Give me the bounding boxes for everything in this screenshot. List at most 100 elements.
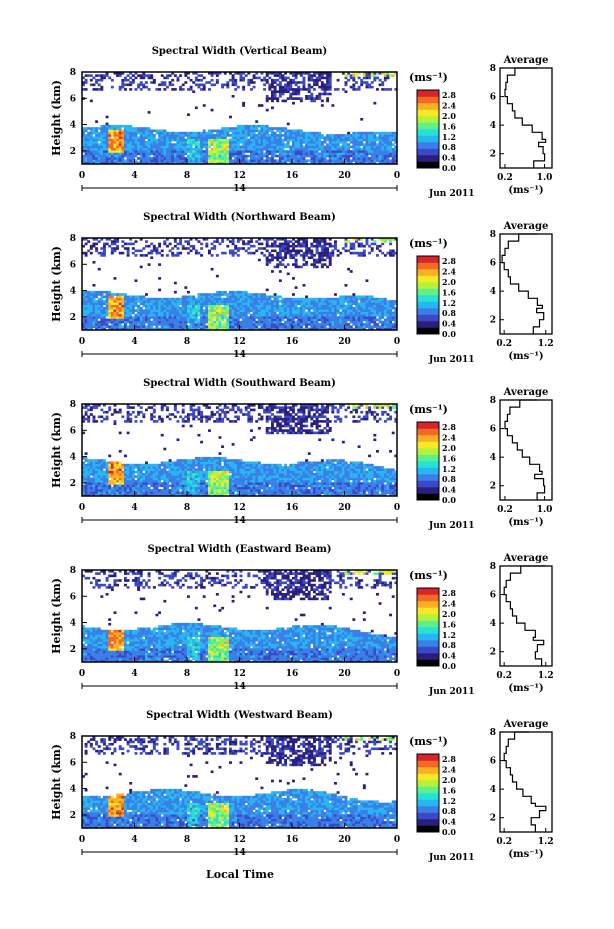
heatmap-cell [105,136,109,139]
heatmap-cell [210,129,214,133]
heatmap-cell [208,138,211,142]
colorbar-tick-label: 0.0 [442,163,456,173]
x-tick-label: 8 [184,171,190,181]
heatmap-cell [116,461,120,465]
heatmap-cell [368,302,372,305]
heatmap-cell [365,147,369,151]
heatmap-cell [184,286,188,289]
heatmap-cell [116,316,120,319]
heatmap-cell [202,316,206,319]
heatmap-cell [357,295,361,299]
heatmap-cell [286,249,290,253]
heatmap-cell [231,290,235,294]
heatmap-cell [362,251,366,255]
heatmap-cell [113,484,117,488]
heatmap-cell [82,468,85,471]
heatmap-cell [87,161,91,165]
heatmap-cell [242,76,246,80]
heatmap-cell [383,136,387,139]
heatmap-cell [373,78,377,82]
heatmap-cell [218,157,222,160]
heatmap-cell [326,147,330,151]
heatmap-cell [152,244,156,248]
heatmap-cell [171,318,175,322]
heatmap-cell [116,247,120,250]
heatmap-cell [197,147,201,151]
heatmap-cell [255,327,259,331]
heatmap-cell [126,431,130,435]
heatmap-cell [276,320,280,324]
heatmap-cell [197,78,201,82]
heatmap-cell [250,159,253,162]
heatmap-cell [124,316,127,319]
heatmap-cell [292,293,295,296]
heatmap-cell [229,297,232,301]
heatmap-cell [318,258,322,262]
panel-2: Spectral Width (Southward Beam)2468Heigh… [50,378,553,531]
heatmap-cell [210,267,214,271]
heatmap-cell [315,97,319,100]
heatmap-cell [121,78,125,82]
heatmap-cell [255,72,259,75]
heatmap-cell [257,313,261,317]
heatmap-cell [124,325,127,328]
heatmap-cell [255,136,259,139]
heatmap-cell [299,304,303,308]
heatmap-cell [116,318,120,322]
heatmap-cell [250,313,253,317]
heatmap-cell [126,470,130,474]
heatmap-cell [273,300,277,303]
heatmap-cell [147,76,151,80]
heatmap-cell [142,157,146,160]
heatmap-cell [370,295,374,299]
heatmap-cell [95,81,99,84]
heatmap-cell [273,318,277,322]
heatmap-cell [171,297,175,301]
heatmap-cell [368,320,372,324]
heatmap-cell [273,95,277,98]
heatmap-cell [260,304,264,308]
heatmap-cell [299,131,303,135]
heatmap-cell [360,138,364,142]
heatmap-cell [250,244,253,248]
heatmap-cell [147,320,151,324]
heatmap-cell [284,152,288,156]
heatmap-cell [310,161,314,165]
heatmap-cell [145,131,148,135]
heatmap-cell [194,106,198,110]
heatmap-cell [82,309,85,312]
heatmap-cell [84,323,88,326]
heatmap-cell [200,318,204,322]
heatmap-cell [286,247,290,250]
heatmap-cell [344,141,348,144]
heatmap-cell [129,482,133,485]
heatmap-cell [265,297,269,301]
heatmap-cell [129,76,133,80]
heatmap-cell [118,473,122,476]
heatmap-cell [313,297,316,301]
heatmap-cell [215,316,219,319]
heatmap-cell [334,304,337,308]
heatmap-cell [124,475,127,478]
heatmap-cell [278,242,282,246]
heatmap-cell [173,327,177,331]
heatmap-cell [349,311,353,315]
heatmap-cell [365,316,369,319]
heatmap-cell [355,152,358,156]
heatmap-cell [145,325,148,328]
heatmap-cell [126,313,130,317]
heatmap-cell [202,304,206,308]
heatmap-cell [105,323,109,326]
heatmap-cell [344,295,348,299]
heatmap-cell [168,300,172,303]
heatmap-cell [218,323,222,326]
heatmap-cell [278,313,282,317]
heatmap-cell [268,141,272,144]
heatmap-cell [255,309,259,312]
heatmap-cell [286,145,290,149]
heatmap-cell [89,408,93,412]
heatmap-cell [103,295,106,299]
heatmap-cell [108,461,112,465]
heatmap-cell [389,159,393,162]
heatmap-cell [255,320,259,324]
